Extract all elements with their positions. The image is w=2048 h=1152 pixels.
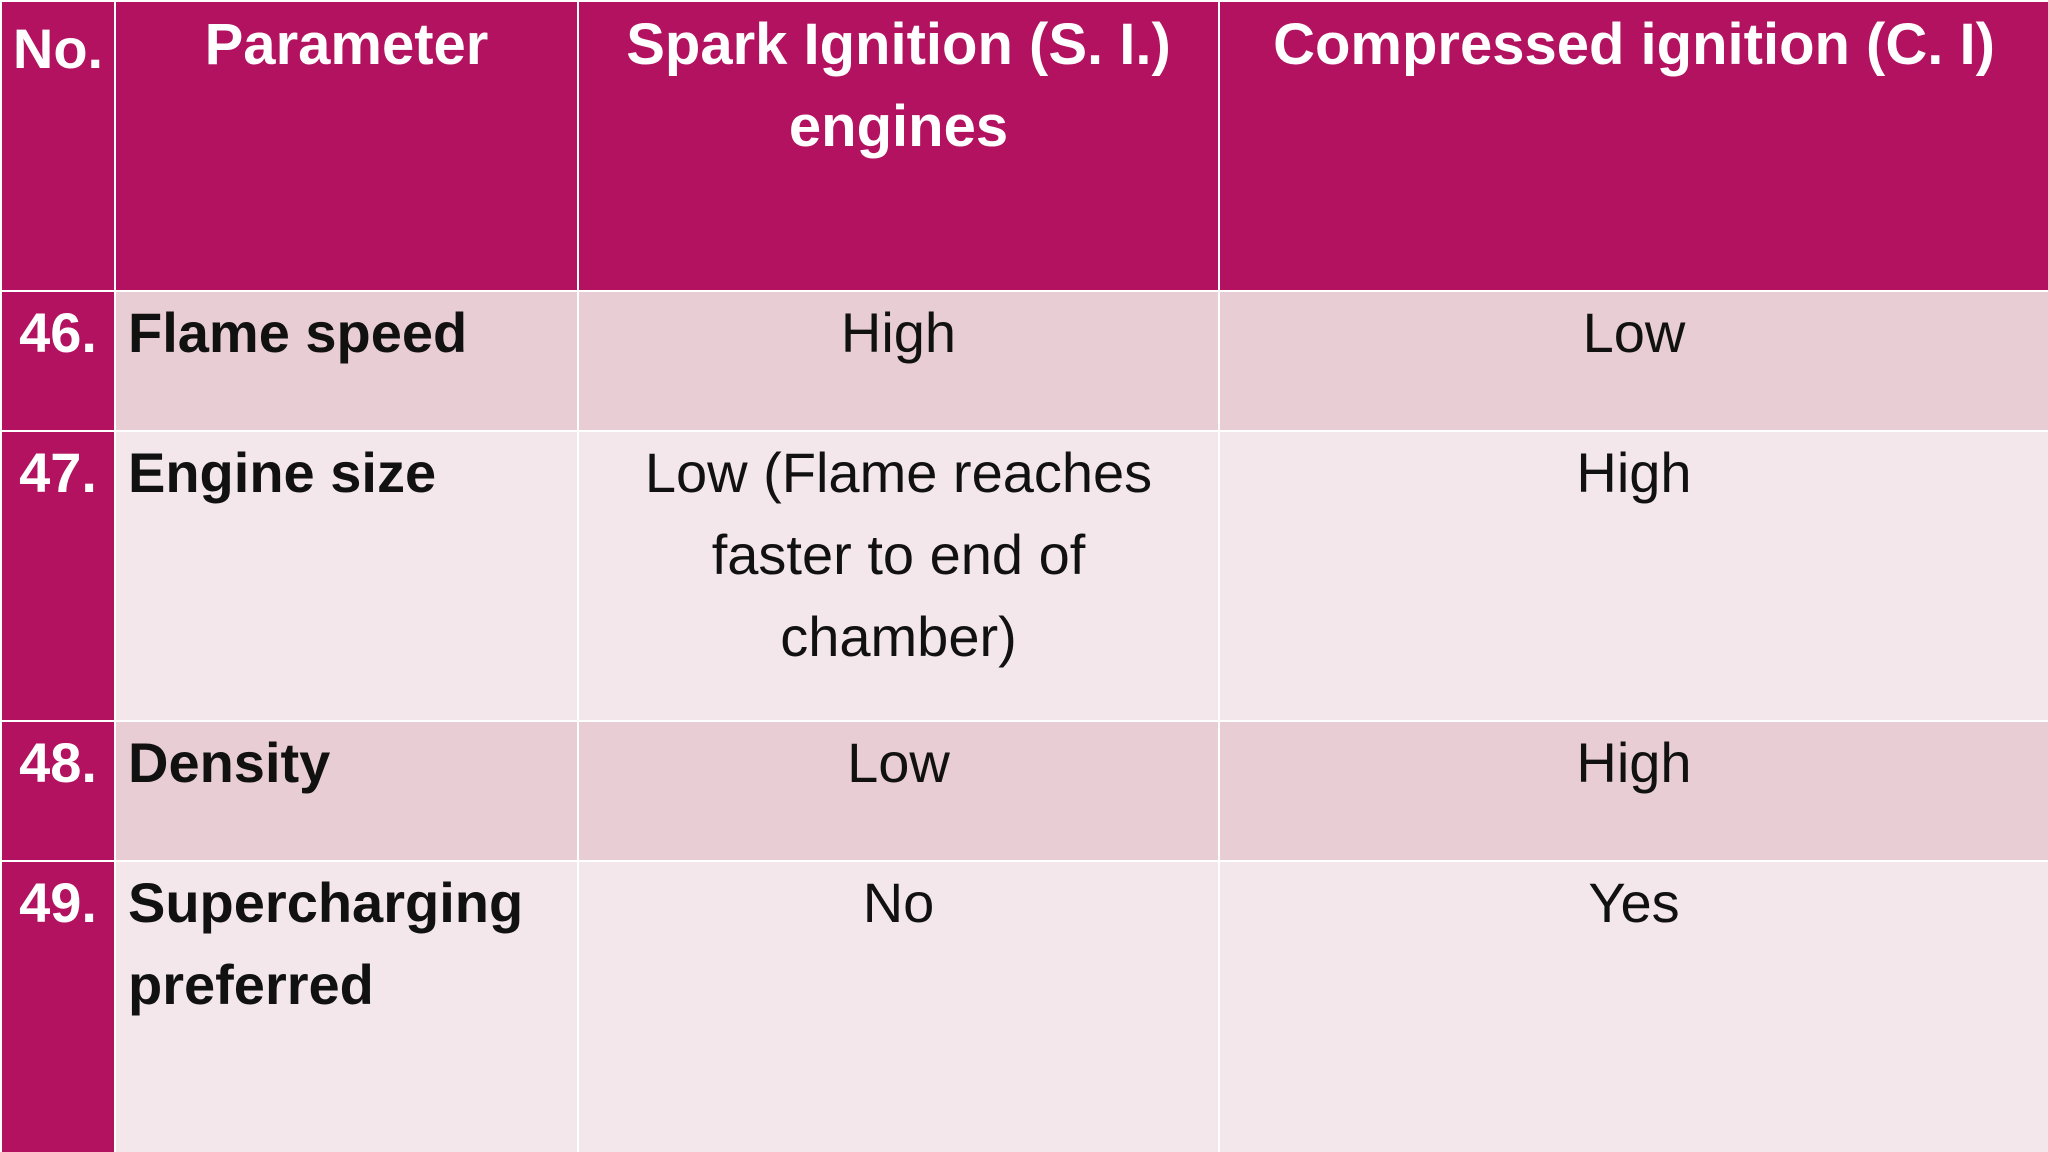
ci-value-cell: Yes bbox=[1218, 860, 2048, 1152]
parameter-cell: Engine size bbox=[114, 430, 579, 722]
ci-value-cell: Low bbox=[1218, 290, 2048, 432]
si-value-cell: High bbox=[577, 290, 1220, 432]
ci-value-cell: High bbox=[1218, 430, 2048, 722]
table-row: 48. Density Low High bbox=[0, 720, 2048, 862]
si-value-cell: Low (Flame reaches faster to end of cham… bbox=[577, 430, 1220, 722]
row-number: 48. bbox=[0, 720, 116, 862]
header-no: No. bbox=[0, 0, 116, 292]
parameter-cell: Supercharging preferred bbox=[114, 860, 579, 1152]
table-row: 46. Flame speed High Low bbox=[0, 290, 2048, 432]
row-number: 49. bbox=[0, 860, 116, 1152]
parameter-cell: Density bbox=[114, 720, 579, 862]
ci-value-cell: High bbox=[1218, 720, 2048, 862]
header-spark-ignition: Spark Ignition (S. I.) engines bbox=[577, 0, 1220, 292]
row-number: 46. bbox=[0, 290, 116, 432]
parameter-cell: Flame speed bbox=[114, 290, 579, 432]
table-row: 49. Supercharging preferred No Yes bbox=[0, 860, 2048, 1152]
table-header-row: No. Parameter Spark Ignition (S. I.) eng… bbox=[0, 0, 2048, 292]
row-number: 47. bbox=[0, 430, 116, 722]
header-parameter: Parameter bbox=[114, 0, 579, 292]
header-compressed-ignition: Compressed ignition (C. I) bbox=[1218, 0, 2048, 292]
si-value-cell: No bbox=[577, 860, 1220, 1152]
table-row: 47. Engine size Low (Flame reaches faste… bbox=[0, 430, 2048, 722]
si-value-cell: Low bbox=[577, 720, 1220, 862]
